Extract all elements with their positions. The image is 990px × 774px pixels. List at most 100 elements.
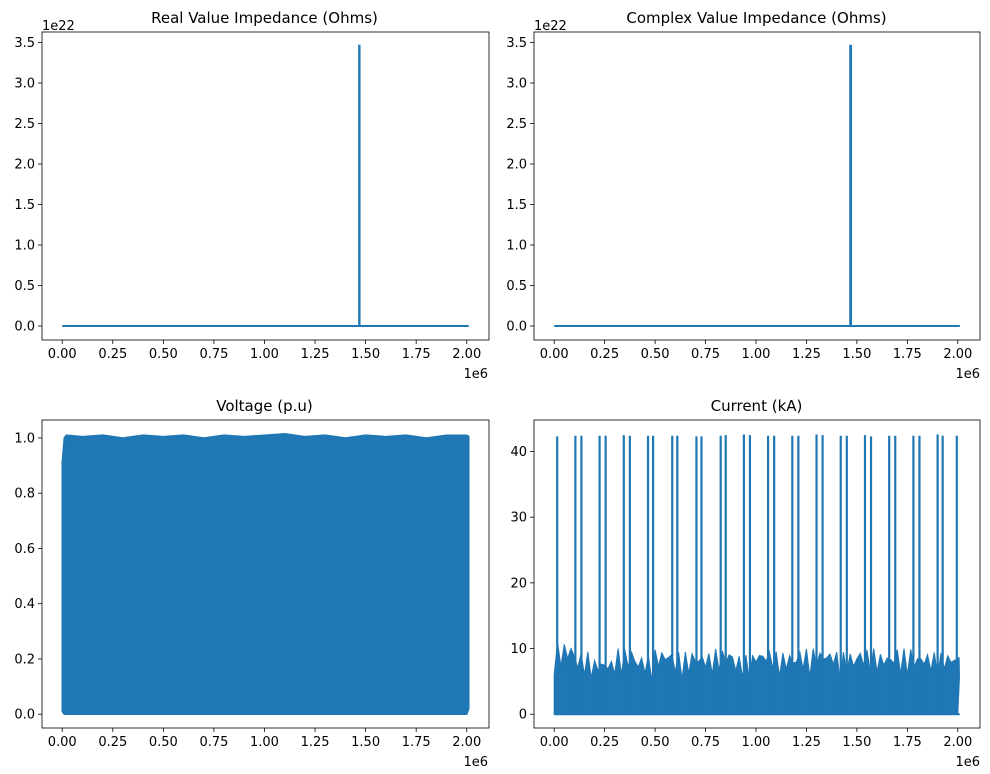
y-tick-label: 30 xyxy=(510,511,527,526)
x-tick-label: 1.00 xyxy=(250,735,279,750)
y-tick-label: 0.0 xyxy=(14,708,35,723)
y-axis: 0.0 0.2 0.4 0.6 0.8 1.0 xyxy=(14,431,42,723)
y-tick-label: 2.0 xyxy=(14,158,35,173)
x-tick-label: 1.50 xyxy=(351,347,380,362)
y-tick-label: 1.0 xyxy=(14,239,35,254)
x-axis: 0.00 0.25 0.50 0.75 1.00 1.25 1.50 1.75 2.00 xyxy=(48,340,481,362)
x-tick-label: 0.00 xyxy=(48,347,77,362)
x-tick-label: 1.75 xyxy=(402,347,431,362)
y-tick-label: 0.5 xyxy=(506,279,527,294)
x-tick-label: 1.00 xyxy=(742,347,771,362)
x-tick-label: 0.00 xyxy=(540,347,569,362)
x-tick-label: 1.25 xyxy=(301,735,330,750)
x-tick-label: 0.00 xyxy=(540,735,569,750)
y-tick-label: 2.5 xyxy=(14,117,35,132)
y-tick-label: 0.6 xyxy=(14,542,35,557)
x-tick-label: 0.25 xyxy=(98,347,127,362)
plot-area: 0.00 0.25 0.50 0.75 1.00 1.25 1.50 1.75 2.000.00… xyxy=(506,31,981,362)
x-axis: 0.00 0.25 0.50 0.75 1.00 1.25 1.50 1.75 2.00 xyxy=(540,340,972,362)
x-tick-label: 0.25 xyxy=(590,735,619,750)
x-tick-label: 1.25 xyxy=(792,735,821,750)
x-tick-label: 1.50 xyxy=(842,735,871,750)
x-tick-label: 1.75 xyxy=(402,735,431,750)
subplot-current: Current (kA) 1e6 0.00 0.25 0.50 0.75 1.00 1.2… xyxy=(510,397,981,770)
y-tick-label: 0.0 xyxy=(506,319,527,334)
y-tick-label: 3.0 xyxy=(14,77,35,92)
y-tick-label: 1.5 xyxy=(14,198,35,213)
y-tick-label: 0.2 xyxy=(14,652,35,667)
plot-area: 0.00 0.25 0.50 0.75 1.00 1.25 1.50 1.75 2.000.00… xyxy=(14,419,490,750)
y-tick-label: 3.5 xyxy=(14,36,35,51)
y-tick-label: 0.0 xyxy=(14,319,35,334)
subplot-complex-impedance: Complex Value Impedance (Ohms) 1e22 1e6 … xyxy=(506,9,981,382)
x-tick-label: 1.75 xyxy=(893,735,922,750)
x-offset-label: 1e6 xyxy=(955,367,980,382)
x-tick-label: 0.25 xyxy=(590,347,619,362)
chart-title: Complex Value Impedance (Ohms) xyxy=(626,9,886,27)
y-tick-label: 0.8 xyxy=(14,487,35,502)
y-tick-label: 3.0 xyxy=(506,77,527,92)
y-tick-label: 1.0 xyxy=(506,239,527,254)
y-tick-label: 2.5 xyxy=(506,117,527,132)
y-axis: 0.0 0.5 1.0 1.5 2.0 2.5 3.0 3.5 xyxy=(506,36,534,334)
y-tick-label: 2.0 xyxy=(506,158,527,173)
axes-frame xyxy=(533,31,981,341)
x-offset-label: 1e6 xyxy=(463,367,488,382)
x-axis: 0.00 0.25 0.50 0.75 1.00 1.25 1.50 1.75 2.00 xyxy=(48,728,481,750)
x-offset-label: 1e6 xyxy=(955,755,980,770)
data-series xyxy=(553,434,960,716)
chart-title: Current (kA) xyxy=(711,397,803,415)
voltage-area xyxy=(61,433,470,715)
series-line xyxy=(554,44,960,327)
y-tick-label: 0.5 xyxy=(14,279,35,294)
y-tick-label: 1.5 xyxy=(506,198,527,213)
x-tick-label: 0.50 xyxy=(149,347,178,362)
x-offset-label: 1e6 xyxy=(463,755,488,770)
series-line xyxy=(62,44,469,327)
y-tick-label: 10 xyxy=(510,642,527,657)
chart-title: Voltage (p.u) xyxy=(216,397,313,415)
x-tick-label: 0.50 xyxy=(641,735,670,750)
x-tick-label: 0.50 xyxy=(641,347,670,362)
data-series xyxy=(62,44,469,327)
x-tick-label: 1.00 xyxy=(250,347,279,362)
x-tick-label: 1.00 xyxy=(742,735,771,750)
x-tick-label: 1.25 xyxy=(792,347,821,362)
y-offset-label: 1e22 xyxy=(42,19,75,34)
x-tick-label: 2.00 xyxy=(943,735,972,750)
subplot-voltage: Voltage (p.u) 1e6 0.00 0.25 0.50 0.75 1.00 1.… xyxy=(14,397,490,770)
y-tick-label: 3.5 xyxy=(506,36,527,51)
x-tick-label: 0.00 xyxy=(48,735,77,750)
y-offset-label: 1e22 xyxy=(534,19,567,34)
y-tick-label: 20 xyxy=(510,576,527,591)
x-tick-label: 1.75 xyxy=(893,347,922,362)
x-tick-label: 0.75 xyxy=(691,735,720,750)
x-axis: 0.00 0.25 0.50 0.75 1.00 1.25 1.50 1.75 2.00 xyxy=(540,728,972,750)
y-axis: 0 10 20 30 40 xyxy=(510,445,534,723)
x-tick-label: 0.75 xyxy=(199,735,228,750)
data-series xyxy=(554,44,960,327)
plot-area: 0.00 0.25 0.50 0.75 1.00 1.25 1.50 1.75 2.000.00… xyxy=(14,31,490,362)
current-baseline xyxy=(553,642,960,715)
x-tick-label: 2.00 xyxy=(452,347,481,362)
x-tick-label: 2.00 xyxy=(943,347,972,362)
axes-frame xyxy=(533,419,981,729)
y-tick-label: 1.0 xyxy=(14,431,35,446)
y-tick-label: 40 xyxy=(510,445,527,460)
x-tick-label: 0.25 xyxy=(98,735,127,750)
y-axis: 0.0 0.5 1.0 1.5 2.0 2.5 3.0 3.5 xyxy=(14,36,42,334)
x-tick-label: 1.25 xyxy=(301,347,330,362)
x-tick-label: 0.75 xyxy=(691,347,720,362)
x-tick-label: 0.50 xyxy=(149,735,178,750)
x-tick-label: 1.50 xyxy=(351,735,380,750)
axes-frame xyxy=(41,31,490,341)
chart-title: Real Value Impedance (Ohms) xyxy=(151,9,378,27)
y-tick-label: 0 xyxy=(519,708,527,723)
axes-frame xyxy=(41,419,490,729)
plot-area: 0.00 0.25 0.50 0.75 1.00 1.25 1.50 1.75 2.00 0 10 2… xyxy=(510,419,981,750)
x-tick-label: 1.50 xyxy=(842,347,871,362)
x-tick-label: 2.00 xyxy=(452,735,481,750)
data-series xyxy=(61,433,470,715)
y-tick-label: 0.4 xyxy=(14,597,35,612)
